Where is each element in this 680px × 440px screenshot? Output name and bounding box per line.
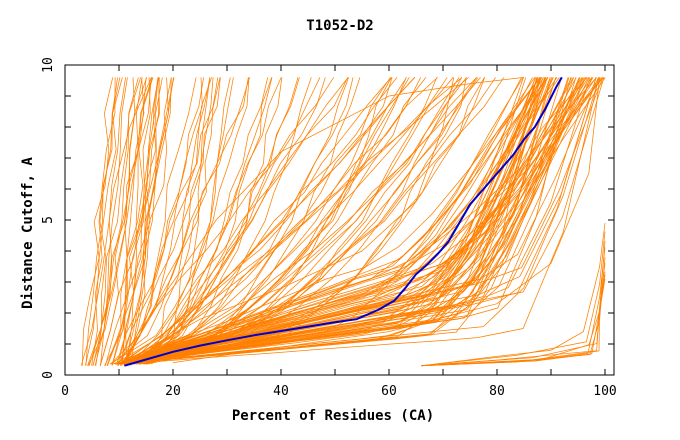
model-curve (105, 77, 174, 366)
y-tick-labels: 0 5 10 (41, 57, 56, 379)
model-curve (87, 77, 153, 366)
x-tick-label: 60 (381, 384, 397, 399)
model-curve (147, 77, 312, 365)
model-curve (421, 262, 606, 367)
model-curve (421, 223, 606, 367)
model-curve (120, 77, 542, 365)
highlight-line (124, 76, 563, 367)
model-curve (146, 77, 467, 365)
model-curve (95, 77, 121, 366)
model-curve (80, 77, 152, 366)
model-curve (136, 77, 219, 365)
model-curve (121, 77, 477, 365)
y-tick-label: 10 (41, 57, 56, 73)
x-tick-label: 40 (273, 384, 289, 399)
model-curve (138, 77, 282, 365)
model-curve (116, 77, 542, 365)
model-curve (111, 77, 145, 366)
model-curves (80, 77, 606, 367)
model-curve (129, 77, 415, 365)
model-curve (130, 77, 172, 366)
model-curve (119, 77, 600, 365)
model-curve (81, 77, 114, 366)
model-curve (145, 77, 460, 365)
model-curve (117, 77, 557, 365)
x-tick-label: 20 (165, 384, 181, 399)
model-curve (148, 77, 469, 365)
model-curve (92, 77, 142, 366)
model-curve (120, 77, 416, 365)
x-tick-label: 80 (489, 384, 505, 399)
model-curve (121, 77, 147, 366)
model-curve (118, 77, 172, 366)
model-curve (421, 257, 606, 367)
model-curve (138, 77, 477, 365)
model-curve (119, 77, 601, 365)
y-tick-label: 5 (41, 216, 56, 224)
model-curve (122, 77, 391, 365)
model-curve (421, 247, 606, 367)
model-curve (122, 77, 221, 365)
model-curve (85, 77, 123, 366)
model-curve (116, 77, 594, 365)
model-curve (130, 77, 463, 365)
model-curve (119, 77, 542, 365)
model-curve (129, 77, 455, 360)
model-curve (151, 77, 214, 365)
model-curve (120, 77, 597, 365)
model-curve (111, 77, 136, 366)
model-curve (125, 77, 203, 365)
model-curve (126, 77, 393, 365)
model-curve (145, 77, 212, 365)
model-curve (120, 77, 541, 365)
model-curve (114, 77, 392, 365)
model-curve (122, 77, 573, 365)
x-axis-label: Percent of Residues (CA) (232, 408, 434, 424)
model-curve (133, 77, 496, 365)
model-curve (117, 77, 562, 365)
axis-ticks (65, 64, 614, 375)
model-curve (116, 77, 581, 365)
model-curve (118, 77, 481, 365)
model-curve (123, 77, 175, 366)
model-curve (120, 77, 536, 365)
model-curve (134, 77, 398, 365)
model-curve (117, 77, 545, 365)
model-curve (116, 77, 589, 365)
model-curve (119, 77, 438, 365)
model-curve (91, 77, 116, 366)
model-curve (143, 77, 273, 365)
model-curve (109, 77, 250, 365)
chart-title: T1052-D2 (306, 18, 373, 34)
model-curve (120, 77, 540, 365)
model-curve (116, 77, 221, 365)
model-curve (99, 77, 159, 366)
y-tick-label: 0 (41, 371, 56, 379)
model-curve (117, 77, 557, 365)
model-curve (124, 77, 407, 365)
model-curve (107, 77, 160, 366)
model-curve (132, 77, 283, 365)
highlighted-model-curve (124, 76, 563, 367)
x-tick-labels: 0 20 40 60 80 100 (61, 384, 617, 399)
model-curve (116, 77, 546, 365)
model-curve (88, 77, 139, 366)
model-curve (421, 231, 606, 367)
x-tick-label: 100 (593, 384, 616, 399)
model-curve (120, 77, 588, 365)
y-axis-label: Distance Cutoff, A (20, 157, 36, 309)
model-curve (143, 77, 422, 365)
model-curve (172, 77, 600, 363)
x-tick-label: 0 (61, 384, 69, 399)
model-curve (121, 77, 151, 366)
model-curve (126, 77, 269, 365)
model-curve (100, 77, 128, 366)
model-curve (147, 77, 349, 365)
model-curve (111, 77, 211, 365)
model-curve (118, 77, 525, 363)
model-curve (145, 77, 231, 365)
model-curve (130, 77, 349, 365)
